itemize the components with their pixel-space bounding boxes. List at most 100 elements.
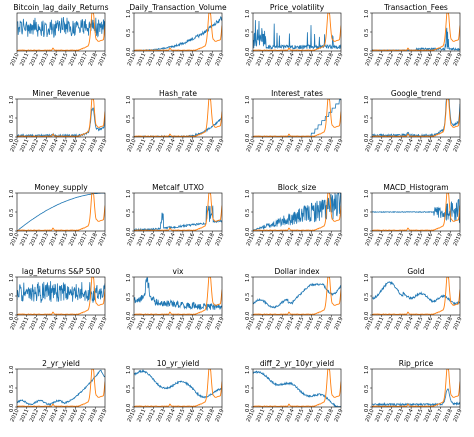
subplot-title: MACD_Histogram [383,183,448,192]
x-tick-label: 2013 [394,408,405,423]
series-line-price [134,369,222,407]
x-tick-label: 2011 [255,232,266,247]
plot-frame [133,368,223,408]
subplot-title: Miner_Revenue [32,89,90,98]
x-tick-label: 2010 [245,232,256,247]
y-tick-label: 0.0 [9,227,15,236]
y-tick-label: 0.0 [9,403,15,412]
x-tick-label: 2010 [126,138,137,153]
x-tick-label: 2010 [9,138,20,153]
y-tick-label: 1.0 [245,189,251,198]
x-tick-label: 2011 [136,408,147,423]
x-tick-label: 2015 [294,316,305,331]
x-tick-label: 2013 [275,316,286,331]
x-tick-label: 2013 [275,408,286,423]
subplot: Block_size0.00.51.0201020112012201320142… [245,183,345,247]
y-tick-label: 1.0 [364,273,370,282]
subplot: Metcalf_UTXO0.00.51.02010201120122013201… [126,183,226,247]
series-line-feature [134,369,222,399]
series-line-feature [17,16,105,38]
x-tick-label: 2012 [384,316,395,331]
x-tick-label: 2018 [205,316,216,331]
y-tick-label: 0.5 [364,115,370,123]
x-tick-label: 2015 [413,52,424,67]
subplot-title: lag_Returns S&P 500 [22,267,100,276]
x-tick-label: 2016 [423,316,434,331]
subplot: Transaction_Fees0.00.51.0201020112012201… [364,3,464,67]
subplot-title: Daily_Transaction_Volume [129,3,227,12]
y-tick-label: 0.0 [126,133,132,142]
x-tick-label: 2010 [126,52,137,67]
y-tick-label: 1.0 [245,365,251,374]
x-tick-label: 2010 [245,138,256,153]
x-tick-label: 2013 [156,232,167,247]
y-tick-label: 0.5 [9,115,15,123]
plot-frame [371,98,461,138]
x-tick-label: 2015 [413,138,424,153]
x-tick-label: 2012 [29,316,40,331]
x-tick-label: 2013 [156,138,167,153]
y-tick-label: 0.5 [9,209,15,217]
x-tick-label: 2018 [443,316,454,331]
x-tick-label: 2012 [384,138,395,153]
series-line-price [17,369,105,407]
plot-frame [252,368,342,408]
x-tick-label: 2016 [423,138,434,153]
x-tick-label: 2019 [452,408,463,423]
y-tick-label: 0.5 [245,209,251,217]
subplot-title: Transaction_Fees [383,3,448,12]
subplot-title: Gold [407,267,424,276]
plot-frame [16,368,106,408]
y-tick-label: 1.0 [126,9,132,18]
x-tick-label: 2010 [126,316,137,331]
series-line-price [17,13,105,51]
y-tick-label: 0.0 [126,47,132,56]
x-tick-label: 2013 [39,52,50,67]
x-tick-label: 2018 [324,232,335,247]
series-line-feature [134,205,222,231]
y-tick-label: 0.0 [9,133,15,142]
y-tick-label: 0.0 [245,133,251,142]
x-tick-label: 2012 [146,138,157,153]
x-tick-label: 2016 [304,138,315,153]
x-tick-label: 2013 [394,138,405,153]
subplot: diff_2_yr_10yr_yield0.00.51.020102011201… [245,359,345,423]
subplot: Hash_rate0.00.51.02010201120122013201420… [126,89,226,153]
series-line-price [17,277,105,315]
series-line-price [372,193,460,231]
x-tick-label: 2014 [404,52,415,67]
x-tick-label: 2011 [374,232,385,247]
x-tick-label: 2017 [195,316,206,331]
y-tick-label: 0.0 [9,311,15,320]
y-tick-label: 0.0 [364,311,370,320]
y-tick-label: 0.0 [364,227,370,236]
x-tick-label: 2018 [443,138,454,153]
x-tick-label: 2015 [294,408,305,423]
series-line-price [253,369,341,407]
plot-frame [16,276,106,316]
x-tick-label: 2017 [314,408,325,423]
x-tick-label: 2019 [333,408,344,423]
y-tick-label: 0.5 [364,209,370,217]
x-tick-label: 2018 [443,232,454,247]
subplot-title: Dollar index [274,267,320,276]
x-tick-label: 2018 [88,316,99,331]
x-tick-label: 2010 [364,316,375,331]
subplot: Rip_price0.00.51.02010201120122013201420… [364,359,464,423]
x-tick-label: 2010 [364,138,375,153]
y-tick-label: 1.0 [364,9,370,18]
series-line-price [17,193,105,231]
x-tick-label: 2018 [205,52,216,67]
series-line-feature [253,20,341,50]
series-line-feature [372,27,460,51]
y-tick-label: 1.0 [245,273,251,282]
x-tick-label: 2012 [265,52,276,67]
subplot-title: Metcalf_UTXO [152,183,204,192]
x-tick-label: 2012 [384,408,395,423]
x-tick-label: 2017 [433,408,444,423]
x-tick-label: 2018 [443,52,454,67]
x-tick-label: 2019 [97,138,108,153]
x-tick-label: 2014 [285,408,296,423]
subplot: Daily_Transaction_Volume0.00.51.02010201… [126,3,227,67]
x-tick-label: 2016 [68,138,79,153]
